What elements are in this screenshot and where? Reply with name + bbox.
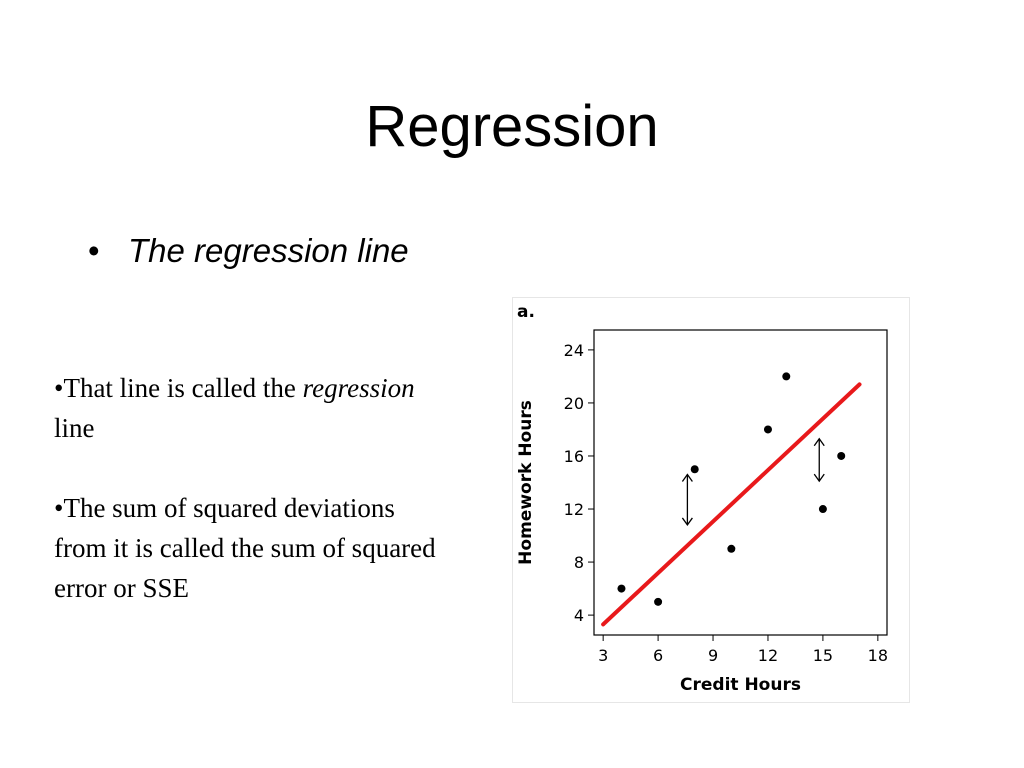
x-tick-label: 6 (653, 646, 663, 665)
data-point (763, 425, 772, 434)
data-point (818, 505, 827, 514)
y-tick-label: 8 (574, 553, 584, 572)
data-point (690, 465, 699, 474)
residual-arrow-head-up (813, 437, 825, 447)
residual-arrow-head-down (681, 517, 693, 527)
y-axis-label: Homework Hours (516, 400, 536, 565)
x-tick-label: 12 (758, 646, 778, 665)
regression-line (601, 382, 862, 627)
slide-title: Regression (365, 94, 659, 159)
y-tick-label: 4 (574, 606, 584, 625)
plot-frame (593, 329, 888, 636)
data-point (727, 544, 736, 553)
bullet-marker: • (88, 232, 100, 269)
y-tick-label: 20 (564, 394, 584, 413)
panel-label: a. (517, 302, 535, 322)
residual-arrow-head-up (681, 473, 693, 482)
y-tick-label: 16 (564, 447, 584, 466)
chart-panel: a. 4 8 12 16 20 24 3 6 9 12 15 18 Credit Hours Homewor… (512, 297, 910, 703)
x-tick-label: 18 (868, 646, 888, 665)
main-bullet-text: The regression line (128, 232, 409, 269)
x-tick-label: 15 (813, 646, 833, 665)
note-emphasis: regression (302, 373, 415, 403)
note-text-after: line (54, 413, 95, 443)
x-tick-label: 3 (598, 646, 608, 665)
scatter-chart: a. 4 8 12 16 20 24 3 6 9 12 15 18 Credit Hours Homewor… (516, 302, 888, 695)
x-tick-label: 9 (708, 646, 718, 665)
note-regression-line: •That line is called the regression line (54, 368, 444, 448)
y-tick-label: 24 (564, 341, 584, 360)
y-tick-label: 12 (564, 500, 584, 519)
note-text: That line is called the (63, 373, 303, 403)
data-point (654, 597, 663, 606)
data-point (837, 451, 846, 460)
note-text: The sum of squared deviations from it is… (54, 493, 436, 603)
x-axis-label: Credit Hours (680, 675, 801, 695)
notes-block: •That line is called the regression line… (54, 368, 444, 648)
note-sse: •The sum of squared deviations from it i… (54, 488, 444, 608)
data-point (782, 372, 791, 381)
residual-arrow-head-down (813, 473, 825, 483)
note-marker: • (54, 493, 64, 523)
note-marker: • (54, 373, 64, 403)
main-bullet: • The regression line (88, 232, 409, 270)
data-point (617, 584, 626, 593)
